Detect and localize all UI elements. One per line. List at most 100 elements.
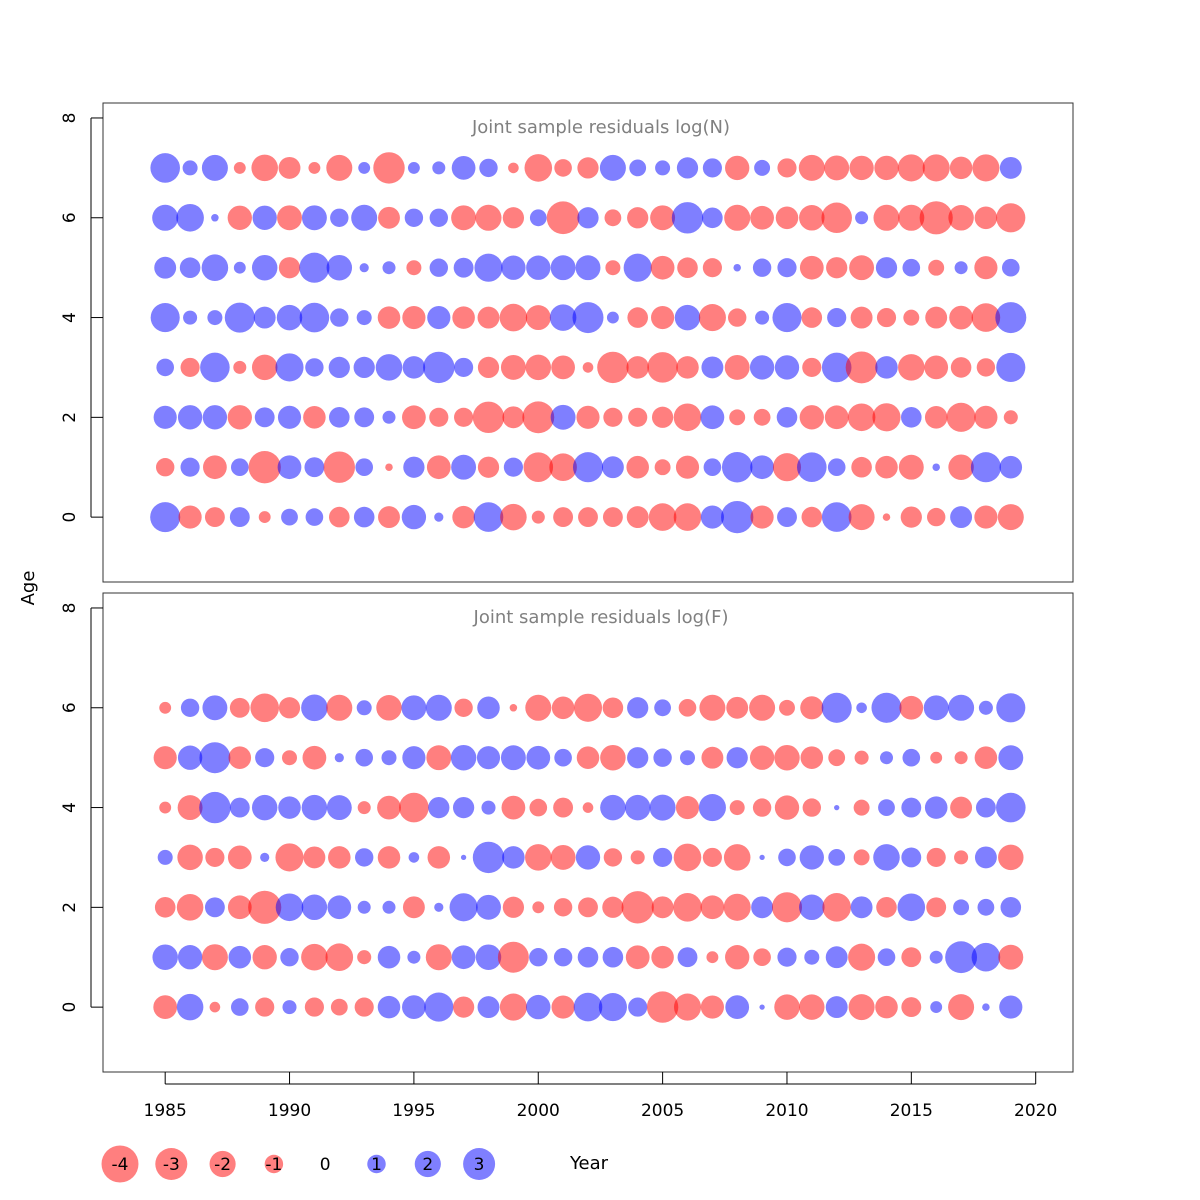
- residual-bubble: [525, 694, 552, 721]
- residual-bubble: [626, 455, 649, 479]
- residual-bubble: [452, 505, 475, 529]
- legend-label: -2: [214, 1155, 231, 1175]
- residual-bubble: [999, 455, 1023, 479]
- residual-bubble: [901, 997, 922, 1018]
- residual-bubble: [628, 407, 648, 427]
- residual-bubble: [970, 452, 1001, 483]
- residual-bubble: [725, 945, 750, 970]
- residual-bubble: [998, 944, 1024, 970]
- residual-bubble: [382, 900, 396, 914]
- residual-bubble: [749, 745, 775, 770]
- residual-bubble: [725, 995, 750, 1019]
- x-tick-label: 2010: [765, 1101, 808, 1121]
- residual-bubble: [425, 694, 452, 721]
- residual-bubble: [996, 352, 1026, 382]
- residual-bubble: [997, 504, 1024, 531]
- residual-bubble: [578, 897, 598, 918]
- legend-bubble: [414, 1150, 441, 1178]
- residual-bubble: [828, 849, 846, 866]
- residual-bubble: [759, 1004, 765, 1010]
- residual-bubble: [227, 205, 252, 230]
- residual-bubble: [282, 1000, 297, 1015]
- residual-bubble: [375, 354, 403, 381]
- residual-bubble: [378, 506, 400, 529]
- top-y-tick-label: 8: [60, 113, 80, 124]
- residual-bubble: [974, 746, 998, 769]
- residual-bubble: [304, 457, 325, 478]
- residual-bubble: [280, 948, 299, 967]
- residual-bubble: [477, 996, 500, 1019]
- residual-bubble: [648, 503, 677, 531]
- residual-bubble: [855, 211, 869, 225]
- residual-bubble: [499, 993, 527, 1021]
- residual-bubble: [650, 205, 676, 231]
- residual-bubble: [903, 309, 920, 326]
- residual-bubble: [177, 745, 203, 770]
- residual-bubble: [328, 846, 351, 869]
- legend-bubble: [101, 1145, 139, 1183]
- residual-bubble: [974, 846, 997, 869]
- residual-bubble: [798, 154, 825, 181]
- residual-bubble: [472, 841, 505, 874]
- residual-bubble: [402, 356, 426, 379]
- residual-bubble: [701, 356, 724, 379]
- residual-bubble: [774, 355, 800, 380]
- residual-bubble: [627, 747, 649, 769]
- residual-bubble: [501, 795, 526, 820]
- legend-bubble: [155, 1147, 188, 1181]
- residual-bubble: [351, 204, 378, 231]
- residual-bubble: [724, 204, 751, 231]
- residual-bubble: [255, 997, 275, 1017]
- residual-bubble: [251, 254, 278, 281]
- residual-bubble: [577, 207, 599, 229]
- y-axis-title: Age: [18, 571, 39, 606]
- residual-bubble: [357, 900, 371, 914]
- residual-bubble: [653, 847, 673, 867]
- residual-bubble: [211, 214, 219, 222]
- residual-bubble: [334, 753, 344, 763]
- residual-bubble: [329, 506, 350, 528]
- residual-bubble: [477, 696, 500, 720]
- legend-bubble: [463, 1147, 496, 1181]
- residual-bubble: [853, 799, 870, 816]
- residual-bubble: [702, 847, 722, 867]
- residual-bubble: [377, 945, 401, 969]
- residual-bubble: [772, 303, 802, 333]
- residual-bubble: [275, 843, 304, 872]
- residual-bubble: [602, 946, 624, 968]
- residual-bubble: [996, 792, 1026, 823]
- residual-bubble: [602, 896, 624, 918]
- residual-bubble: [698, 304, 726, 332]
- residual-bubble: [229, 507, 250, 528]
- residual-bubble: [1000, 897, 1022, 918]
- x-axis: 1985 1990 1995 2000 2005 2010 2015 2020: [144, 1072, 1057, 1121]
- residual-bubble: [308, 161, 321, 174]
- residual-bubble: [976, 358, 996, 377]
- residual-bubble: [721, 451, 753, 483]
- residual-bubble: [754, 159, 771, 176]
- residual-bubble: [572, 302, 604, 334]
- residual-bubble: [898, 454, 924, 480]
- residual-bubble: [875, 995, 898, 1019]
- residual-bubble: [230, 458, 249, 477]
- residual-bubble: [875, 356, 898, 379]
- residual-bubble: [423, 351, 455, 384]
- residual-bubble: [153, 405, 177, 429]
- bottom-y-tick-label: 2: [60, 902, 80, 913]
- residual-bubble: [381, 750, 397, 766]
- residual-bubble: [998, 844, 1024, 871]
- residual-bubble: [649, 794, 676, 821]
- residual-bubble: [326, 694, 353, 721]
- residual-bubble: [673, 893, 702, 922]
- residual-bubble: [606, 311, 619, 324]
- residual-bubble: [201, 254, 229, 281]
- residual-bubble: [871, 692, 902, 723]
- residual-bubble: [407, 161, 420, 174]
- residual-bubble: [529, 798, 548, 817]
- residual-bubble: [326, 795, 352, 821]
- residual-bubble: [152, 204, 179, 231]
- residual-bubble: [260, 852, 270, 863]
- residual-bubble: [834, 804, 840, 811]
- residual-bubble: [153, 995, 178, 1019]
- residual-bubble: [499, 303, 528, 332]
